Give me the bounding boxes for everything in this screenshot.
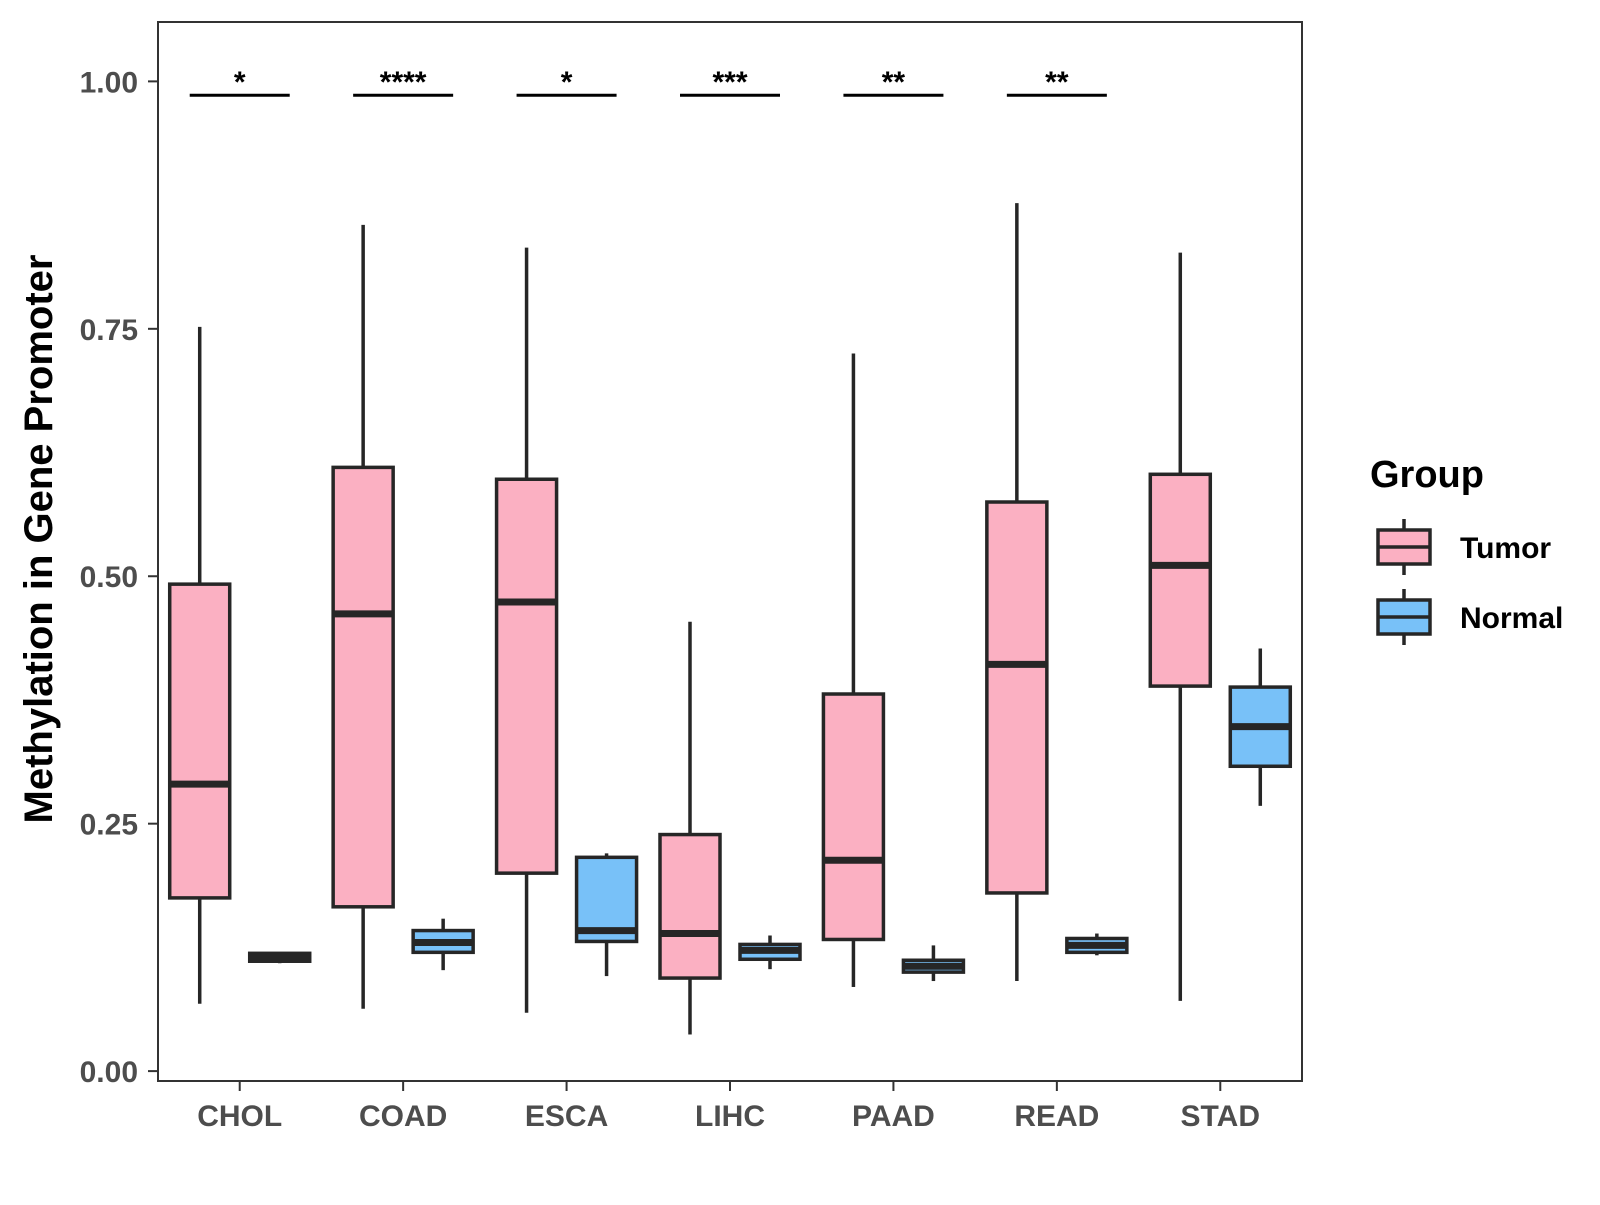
box-tumor-coad xyxy=(331,224,395,1009)
box-tumor-stad xyxy=(1148,252,1213,1001)
significance-chol: * xyxy=(189,66,290,99)
box-normal-lihc xyxy=(738,935,802,970)
significance-label: * xyxy=(234,66,246,99)
significance-read: ** xyxy=(1006,66,1107,99)
y-tick-label: 0.50 xyxy=(80,561,138,594)
significance-label: ** xyxy=(1045,66,1069,99)
y-tick-label: 0.75 xyxy=(80,314,138,347)
significance-label: * xyxy=(561,66,573,99)
box-normal-paad xyxy=(901,945,966,982)
box-iqr xyxy=(494,477,559,875)
x-tick-label: ESCA xyxy=(525,1100,608,1133)
x-tick-label: PAAD xyxy=(852,1100,935,1133)
x-tick-label: STAD xyxy=(1181,1100,1260,1133)
plot-panel xyxy=(157,21,1303,1082)
legend-label: Tumor xyxy=(1460,532,1551,565)
legend-title: Group xyxy=(1370,454,1484,496)
box-tumor-read xyxy=(985,203,1049,982)
box-normal-chol xyxy=(247,951,312,964)
box-iqr xyxy=(658,832,722,980)
significance-label: *** xyxy=(712,66,747,99)
box-tumor-lihc xyxy=(658,621,722,1035)
box-iqr xyxy=(331,465,395,909)
significance-coad: **** xyxy=(353,66,454,99)
y-tick-label: 1.00 xyxy=(80,66,138,99)
legend-item-normal: Normal xyxy=(1376,589,1563,645)
box-tumor-esca xyxy=(494,247,559,1013)
x-tick-label: LIHC xyxy=(695,1100,765,1133)
y-axis-title: Methylation in Gene Promoter xyxy=(17,255,61,824)
box-normal-esca xyxy=(574,853,639,977)
significance-lihc: *** xyxy=(680,66,780,99)
box-iqr xyxy=(167,582,232,900)
box-tumor-paad xyxy=(821,353,886,987)
x-tick-label: CHOL xyxy=(197,1100,282,1133)
box-iqr xyxy=(1148,472,1213,688)
significance-paad: ** xyxy=(843,66,944,99)
y-tick-label: 0.00 xyxy=(80,1056,138,1089)
significance-label: **** xyxy=(380,66,427,99)
box-normal-coad xyxy=(411,918,475,971)
y-tick-label: 0.25 xyxy=(80,809,138,842)
box-iqr xyxy=(985,500,1049,895)
box-tumor-chol xyxy=(167,326,232,1004)
box-iqr xyxy=(821,692,886,942)
x-tick-label: COAD xyxy=(359,1100,447,1133)
significance-esca: * xyxy=(516,66,617,99)
significance-label: ** xyxy=(882,66,906,99)
legend-item-tumor: Tumor xyxy=(1376,519,1551,575)
box-normal-read xyxy=(1065,933,1129,956)
box-normal-stad xyxy=(1228,648,1293,806)
x-tick-label: READ xyxy=(1014,1100,1099,1133)
legend-label: Normal xyxy=(1460,602,1563,635)
